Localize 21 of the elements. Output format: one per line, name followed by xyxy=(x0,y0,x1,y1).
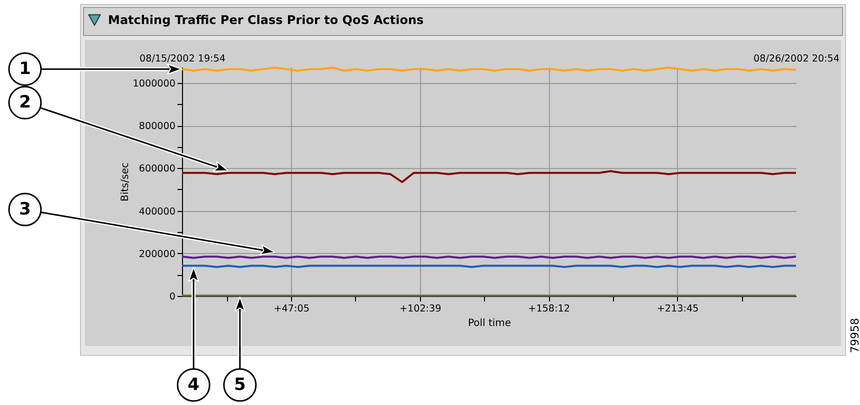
chart-title: Matching Traffic Per Class Prior to QoS Actions xyxy=(108,13,424,27)
x-tick-label: +158:12 xyxy=(528,304,570,314)
text: 4 xyxy=(188,375,200,395)
text: 79958 xyxy=(848,318,860,353)
text: 1 xyxy=(19,59,31,80)
y-axis-title: Bits/sec xyxy=(120,162,131,202)
y-tick-label: 1000000 xyxy=(132,78,176,90)
y-tick-label: 200000 xyxy=(138,248,176,260)
text: 5 xyxy=(234,375,246,395)
x2-tick-label: 08/15/2002 19:54 xyxy=(140,54,226,64)
x-tick-label: +47:05 xyxy=(274,304,310,314)
text: 3 xyxy=(19,200,31,220)
y-tick-label: 400000 xyxy=(138,206,176,218)
x-tick-label: +213:45 xyxy=(656,304,699,314)
y-tick-label: 0 xyxy=(169,292,176,302)
y-tick-label: 800000 xyxy=(138,121,176,132)
x-tick-label: +102:39 xyxy=(399,304,442,314)
y-tick-label: 600000 xyxy=(138,164,176,175)
text: 2 xyxy=(19,92,31,113)
x-axis-title: Poll time xyxy=(468,318,512,330)
x2-tick-label: 08/26/2002 20:54 xyxy=(754,54,840,64)
